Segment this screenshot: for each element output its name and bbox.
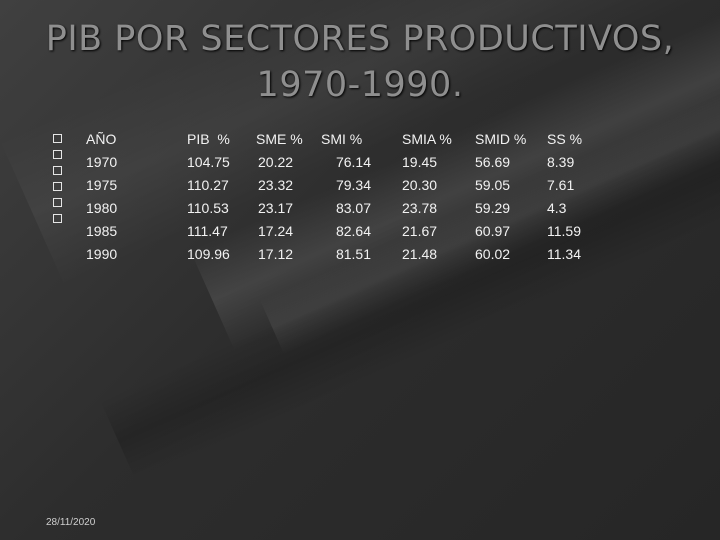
column-smid: SMID % 56.69 59.05 59.29 60.97 60.02 <box>475 128 526 266</box>
column-header-sme: SME % <box>256 131 303 147</box>
cell-year: 1990 <box>86 246 118 262</box>
square-bullet-icon <box>53 150 62 159</box>
column-header-smid: SMID % <box>475 131 527 147</box>
column-header-smi: SMI % <box>321 131 363 147</box>
cell-sme: 23.17 <box>258 200 294 216</box>
cell-year: 1975 <box>86 177 118 193</box>
cell-pib: 109.96 <box>187 246 230 262</box>
title-line-1: PIB POR SECTORES PRODUCTIVOS, <box>45 19 675 59</box>
column-ss: SS % 8.39 7.61 4.3 11.59 11.34 <box>547 128 582 266</box>
cell-ss: 11.34 <box>547 246 581 262</box>
column-sme: SME % 20.22 23.32 23.17 17.24 17.12 <box>256 128 303 266</box>
cell-smia: 23.78 <box>402 200 438 216</box>
cell-ss: 7.61 <box>547 177 575 193</box>
cell-smi: 81.51 <box>335 246 371 262</box>
cell-sme: 17.24 <box>258 223 294 239</box>
cell-smi: 83.07 <box>335 200 371 216</box>
column-year: AÑO 1970 1975 1980 1985 1990 <box>86 128 117 266</box>
slide-title: PIB POR SECTORES PRODUCTIVOS, 1970-1990. <box>0 16 720 108</box>
cell-pib: 111.47 <box>187 223 228 239</box>
cell-pib: 110.27 <box>187 177 229 193</box>
square-bullet-icon <box>53 182 62 191</box>
bullet-list <box>53 128 71 230</box>
cell-smia: 19.45 <box>402 154 438 170</box>
cell-smid: 60.97 <box>475 223 511 239</box>
title-line-2: 1970-1990. <box>256 65 464 105</box>
cell-ss: 8.39 <box>547 154 575 170</box>
cell-year: 1970 <box>86 154 118 170</box>
column-header-year: AÑO <box>86 131 117 147</box>
cell-year: 1985 <box>86 223 118 239</box>
cell-smi: 76.14 <box>335 154 371 170</box>
cell-smid: 56.69 <box>475 154 511 170</box>
square-bullet-icon <box>53 214 62 223</box>
cell-smid: 59.05 <box>475 177 511 193</box>
cell-smia: 21.67 <box>402 223 438 239</box>
column-header-pib: PIB % <box>187 131 230 147</box>
slide-date: 28/11/2020 <box>46 517 96 528</box>
cell-smid: 59.29 <box>475 200 511 216</box>
cell-sme: 23.32 <box>258 177 294 193</box>
cell-year: 1980 <box>86 200 118 216</box>
cell-smid: 60.02 <box>475 246 511 262</box>
cell-smia: 20.30 <box>402 177 438 193</box>
cell-pib: 110.53 <box>187 200 229 216</box>
column-smi: SMI % 76.14 79.34 83.07 82.64 81.51 <box>321 128 371 266</box>
column-header-smia: SMIA % <box>402 131 452 147</box>
cell-ss: 4.3 <box>547 200 567 216</box>
cell-sme: 17.12 <box>258 246 294 262</box>
cell-sme: 20.22 <box>258 154 294 170</box>
cell-pib: 104.75 <box>187 154 230 170</box>
cell-ss: 11.59 <box>547 223 581 239</box>
square-bullet-icon <box>53 134 62 143</box>
column-pib: PIB % 104.75 110.27 110.53 111.47 109.96 <box>187 128 230 266</box>
cell-smia: 21.48 <box>402 246 438 262</box>
square-bullet-icon <box>53 198 62 207</box>
column-header-ss: SS % <box>547 131 583 147</box>
cell-smi: 82.64 <box>335 223 371 239</box>
square-bullet-icon <box>53 166 62 175</box>
column-smia: SMIA % 19.45 20.30 23.78 21.67 21.48 <box>402 128 452 266</box>
cell-smi: 79.34 <box>335 177 371 193</box>
